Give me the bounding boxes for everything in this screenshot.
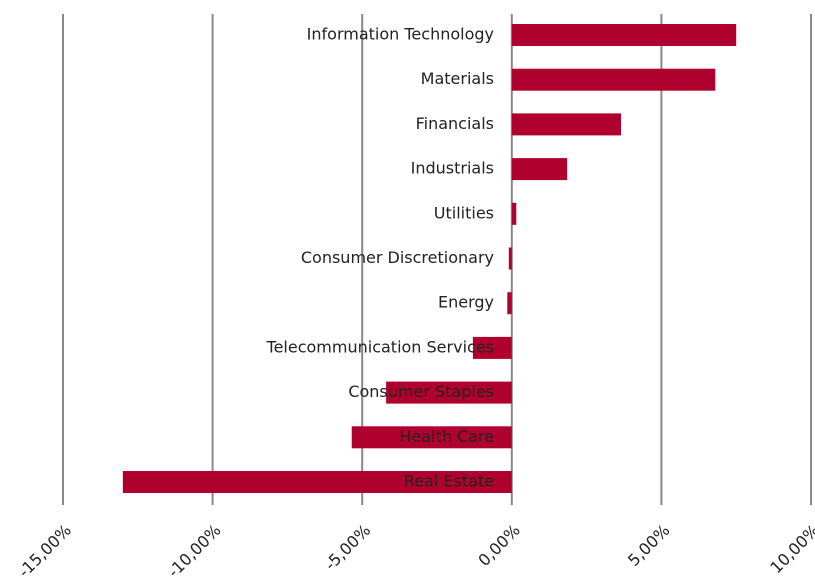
x-tick-label: -5,00% bbox=[321, 521, 374, 574]
y-tick-label: Financials bbox=[416, 114, 494, 133]
bar bbox=[507, 292, 512, 315]
bar bbox=[511, 202, 517, 225]
x-tick-label: -10,00% bbox=[164, 521, 225, 581]
x-tick-label: 5,00% bbox=[624, 521, 673, 570]
y-tick-label: Real Estate bbox=[404, 472, 494, 491]
x-tick-label: 10,00% bbox=[766, 521, 815, 578]
bar bbox=[472, 336, 512, 359]
bar bbox=[386, 381, 512, 404]
y-tick-label: Health Care bbox=[399, 427, 494, 446]
bar bbox=[351, 426, 512, 449]
bar bbox=[511, 158, 568, 181]
y-tick-label: Consumer Discretionary bbox=[301, 248, 494, 267]
y-tick-label: Materials bbox=[421, 69, 494, 88]
bar bbox=[508, 247, 512, 270]
y-tick-label: Information Technology bbox=[307, 25, 494, 44]
bar bbox=[511, 113, 622, 136]
bar bbox=[122, 471, 512, 493]
x-tick-label: -15,00% bbox=[14, 521, 75, 581]
y-tick-label: Telecommunication Services bbox=[266, 337, 494, 356]
y-tick-label: Energy bbox=[438, 293, 494, 312]
y-tick-label: Utilities bbox=[434, 203, 494, 222]
y-tick-label: Industrials bbox=[411, 159, 494, 178]
bar bbox=[511, 24, 737, 46]
x-tick-label: 0,00% bbox=[474, 521, 523, 570]
bar bbox=[511, 68, 716, 91]
y-tick-label: Consumer Staples bbox=[348, 382, 494, 401]
